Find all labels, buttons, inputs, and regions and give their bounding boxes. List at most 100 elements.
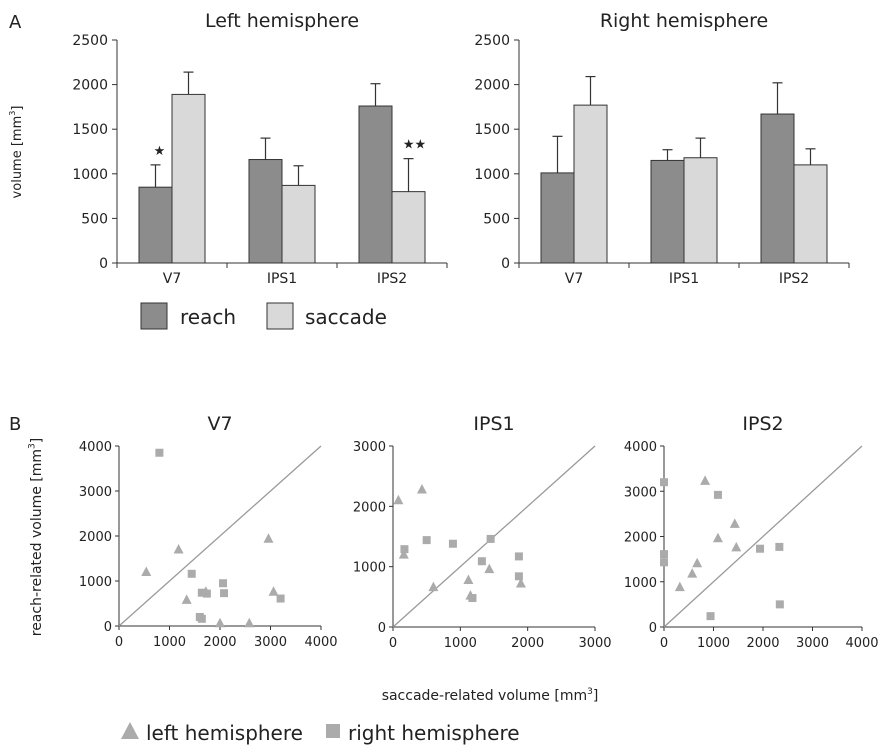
panel-label-a: A	[9, 12, 22, 33]
point-left-hemisphere	[463, 574, 474, 584]
point-left-hemisphere	[729, 518, 740, 528]
bar-reach	[540, 172, 575, 264]
point-left-hemisphere	[398, 549, 409, 559]
x-tick-label: 2000	[203, 635, 236, 650]
y-tick-label: 0	[99, 256, 108, 272]
point-right-hemisphere	[775, 600, 784, 609]
point-left-hemisphere	[731, 541, 742, 552]
point-right-hemisphere	[775, 542, 784, 551]
point-right-hemisphere	[514, 572, 523, 581]
chart-left-hemisphere: Left hemisphere volume [mm3] 0 500 1000 1500 2…	[8, 10, 448, 287]
point-right-hemisphere	[220, 589, 229, 598]
chart-scatter-ips1: IPS1 0 1000 2000 3000 0 1000 2000 3000	[353, 413, 612, 651]
legend-reach-label: reach	[180, 305, 236, 329]
x-tick-label: 4000	[304, 635, 337, 650]
y-tick-label: 0	[378, 621, 386, 636]
x-tick-label: 3000	[796, 636, 829, 651]
point-left-hemisphere	[173, 544, 184, 554]
x-tick-label: IPS2	[377, 271, 407, 287]
y-tick-label: 1000	[624, 576, 657, 591]
point-right-hemisphere	[202, 589, 211, 598]
x-tick-label: IPS1	[267, 271, 297, 287]
x-tick-label: 0	[660, 636, 668, 651]
point-left-hemisphere	[263, 533, 274, 543]
bar-saccade	[171, 93, 206, 264]
chart-right-hemisphere: Right hemisphere 0 500 1000 1500 2000 2500 V7 IP…	[474, 10, 850, 287]
legend-b: left hemisphere right hemisphere	[121, 721, 520, 745]
y-tick-label: 2500	[474, 33, 510, 49]
x-tick-label: 0	[115, 635, 123, 650]
point-right-hemisphere	[660, 558, 668, 567]
y-tick-label: 3000	[79, 485, 112, 500]
point-left-hemisphere	[484, 563, 495, 574]
point-right-hemisphere	[477, 557, 486, 566]
point-right-hemisphere	[219, 579, 228, 588]
square-icon	[326, 724, 340, 738]
x-tick-label: 3000	[254, 635, 287, 650]
y-tick-label: 2000	[624, 531, 657, 546]
point-left-hemisphere	[692, 557, 703, 568]
point-right-hemisphere	[400, 545, 409, 554]
chart-title: Left hemisphere	[205, 10, 359, 32]
x-tick-label: 3000	[578, 636, 611, 651]
point-right-hemisphere	[706, 612, 715, 621]
y-tick-label: 2000	[353, 500, 386, 515]
significance-marker: ★★	[403, 138, 426, 153]
point-right-hemisphere	[197, 588, 206, 597]
y-tick-label: 2000	[79, 530, 112, 545]
y-tick-label: 0	[501, 256, 510, 272]
point-left-hemisphere	[428, 581, 439, 592]
point-right-hemisphere	[468, 594, 477, 603]
x-tick-label: IPS1	[669, 271, 699, 287]
legend-left-hemisphere-label: left hemisphere	[146, 721, 303, 745]
y-tick-label: 2500	[72, 33, 108, 49]
bar-reach	[138, 186, 173, 264]
bar-reach	[650, 159, 685, 264]
legend-saccade-label: saccade	[305, 305, 387, 329]
point-left-hemisphere	[215, 617, 225, 628]
bar-saccade	[683, 157, 718, 264]
x-tick-label: 1000	[153, 635, 186, 650]
y-tick-label: 1000	[353, 561, 386, 576]
y-tick-label: 4000	[79, 440, 112, 455]
point-right-hemisphere	[422, 536, 431, 545]
point-left-hemisphere	[700, 475, 711, 485]
chart-scatter-v7: V7 reach-related volume [mm3] 0 1000 2000 300…	[28, 413, 338, 650]
y-tick-label: 1000	[72, 167, 108, 183]
y-tick-label: 4000	[624, 440, 657, 455]
point-right-hemisphere	[756, 544, 765, 553]
x-tick-label: V7	[565, 271, 583, 287]
point-left-hemisphere	[181, 594, 192, 604]
bar-reach	[358, 105, 393, 264]
point-left-hemisphere	[141, 566, 152, 576]
y-tick-label: 1000	[79, 575, 112, 590]
point-left-hemisphere	[416, 483, 427, 494]
y-tick-label: 2000	[474, 78, 510, 94]
bar-saccade	[793, 164, 828, 264]
x-tick-label: V7	[163, 271, 181, 287]
y-axis-label: reach-related volume [mm3]	[28, 438, 45, 637]
identity-line	[663, 445, 863, 628]
legend-right-hemisphere-label: right hemisphere	[348, 721, 520, 745]
point-right-hemisphere	[197, 614, 206, 623]
bar-saccade	[281, 184, 316, 264]
bar-reach	[760, 113, 795, 264]
significance-marker: ★	[154, 144, 166, 159]
y-tick-label: 1500	[474, 122, 510, 138]
y-tick-label: 1000	[474, 167, 510, 183]
point-left-hemisphere	[674, 581, 685, 592]
point-left-hemisphere	[687, 568, 698, 578]
chart-title: IPS2	[742, 413, 783, 435]
point-right-hemisphere	[276, 594, 285, 603]
chart-scatter-ips2: IPS2 0 1000 2000 3000 4000 0 1000 2000 3000 4000	[624, 413, 879, 651]
y-tick-label: 500	[483, 211, 510, 227]
point-right-hemisphere	[155, 448, 164, 457]
bar-saccade	[391, 191, 426, 264]
x-tick-label: 1000	[697, 636, 730, 651]
legend-saccade-swatch	[266, 302, 294, 330]
bar-saccade	[573, 104, 608, 264]
y-tick-label: 3000	[624, 485, 657, 500]
legend-a: reach saccade	[140, 302, 387, 330]
panel-label-b: B	[9, 414, 21, 435]
